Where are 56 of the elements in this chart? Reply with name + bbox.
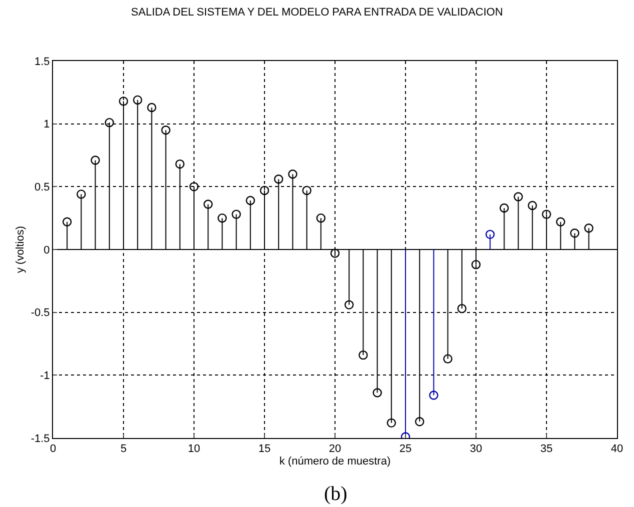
point bbox=[189, 182, 199, 192]
y-tick-label: -0.5 bbox=[30, 307, 50, 320]
point bbox=[161, 126, 170, 135]
point bbox=[147, 102, 156, 112]
point bbox=[218, 213, 227, 223]
y-tick-label: 1 bbox=[44, 118, 50, 131]
point bbox=[62, 217, 72, 226]
point bbox=[118, 96, 128, 106]
point bbox=[76, 190, 86, 199]
point bbox=[542, 210, 552, 219]
x-tick-label: 15 bbox=[258, 443, 271, 456]
point bbox=[288, 170, 298, 179]
y-tick-label: 0 bbox=[44, 244, 50, 256]
point bbox=[204, 200, 213, 209]
text: (b) bbox=[324, 483, 348, 505]
point bbox=[90, 156, 100, 165]
point bbox=[471, 260, 481, 270]
y-tick-label: 0.5 bbox=[34, 182, 50, 194]
x-tick-label: 30 bbox=[470, 443, 482, 456]
y-tick-label: -1.5 bbox=[30, 432, 50, 445]
point bbox=[302, 186, 312, 196]
point bbox=[330, 248, 340, 258]
point bbox=[415, 417, 424, 426]
point bbox=[457, 304, 466, 314]
point bbox=[274, 174, 284, 184]
point bbox=[246, 196, 255, 206]
point bbox=[133, 95, 142, 105]
x-tick-label: 25 bbox=[399, 443, 412, 456]
point bbox=[358, 350, 368, 360]
point bbox=[514, 192, 523, 202]
point bbox=[570, 228, 580, 238]
point bbox=[316, 213, 326, 223]
x-tick-label: 20 bbox=[328, 443, 342, 456]
chart-title: SALIDA DEL SISTEMA Y DEL MODELO PARA ENTRADA DE VALIDACION bbox=[131, 6, 503, 18]
point bbox=[260, 186, 270, 196]
point bbox=[486, 230, 495, 240]
point bbox=[584, 224, 594, 233]
y-axis-title: y (voltios) bbox=[14, 226, 26, 274]
point bbox=[372, 388, 382, 398]
y-tick-label: 1.5 bbox=[34, 56, 50, 68]
point bbox=[344, 300, 354, 310]
point bbox=[175, 159, 184, 169]
y-tick-label: -1 bbox=[40, 370, 50, 382]
point bbox=[528, 200, 537, 210]
point bbox=[443, 354, 452, 364]
point bbox=[556, 217, 566, 226]
x-tick-label: 10 bbox=[188, 443, 200, 456]
point bbox=[386, 418, 396, 428]
point bbox=[232, 210, 241, 219]
x-tick-label: 5 bbox=[120, 443, 127, 456]
point bbox=[429, 390, 438, 400]
x-axis-title: k (número de muestra) bbox=[279, 455, 391, 468]
point bbox=[500, 203, 509, 213]
x-tick-label: 40 bbox=[610, 443, 624, 456]
x-tick-label: 35 bbox=[540, 443, 553, 456]
point bbox=[104, 118, 114, 128]
